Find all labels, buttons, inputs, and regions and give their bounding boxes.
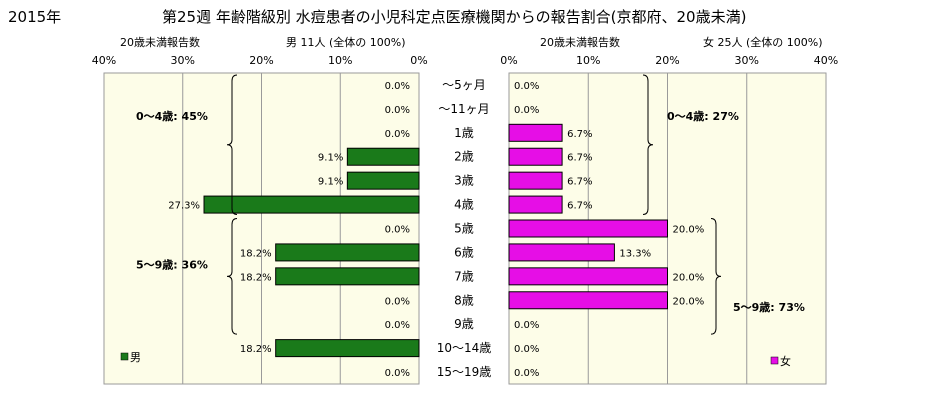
male-value-label: 9.1%	[318, 153, 343, 164]
category-label: 15〜19歳	[437, 365, 492, 379]
female-axis-caption: 20歳未満報告数	[540, 36, 620, 49]
female-value-label: 0.0%	[514, 368, 539, 379]
female-brace-5-9	[710, 218, 722, 335]
category-label: 〜5ヶ月	[442, 78, 486, 92]
male-bar	[346, 171, 420, 190]
male-brace-5-9	[226, 218, 238, 335]
female-bar	[508, 123, 563, 142]
male-annotation-5-9: 5〜9歳: 36%	[136, 257, 208, 271]
female-legend-swatch	[770, 356, 779, 365]
male-value-label: 9.1%	[318, 177, 343, 188]
male-value-label: 27.3%	[168, 201, 200, 212]
female-brace-0-4	[642, 74, 654, 216]
male-value-label: 0.0%	[385, 81, 410, 92]
male-brace-0-4	[226, 74, 238, 216]
male-axis-caption: 20歳未満報告数	[120, 36, 200, 49]
male-tick-label: 30%	[171, 54, 195, 67]
male-value-label: 0.0%	[385, 296, 410, 307]
female-tick-label: 40%	[814, 54, 838, 67]
female-value-label: 6.7%	[567, 129, 592, 140]
female-value-label: 6.7%	[567, 153, 592, 164]
male-tick-label: 20%	[249, 54, 273, 67]
male-bar	[346, 147, 420, 166]
male-value-label: 0.0%	[385, 105, 410, 116]
female-value-label: 13.3%	[619, 248, 651, 259]
female-annotation-0-4: 0〜4歳: 27%	[667, 109, 739, 123]
category-label: 9歳	[454, 317, 474, 331]
female-legend-label: 女	[780, 354, 791, 368]
male-total-label: 男 11人 (全体の 100%)	[286, 36, 406, 49]
female-annotation-5-9: 5〜9歳: 73%	[733, 300, 805, 314]
male-value-label: 18.2%	[240, 272, 272, 283]
category-label: 8歳	[454, 293, 474, 307]
category-label: 2歳	[454, 150, 474, 164]
male-bar	[275, 267, 420, 286]
female-value-label: 0.0%	[514, 344, 539, 355]
male-tick-label: 40%	[92, 54, 116, 67]
category-label: 3歳	[454, 174, 474, 188]
female-value-label: 6.7%	[567, 201, 592, 212]
female-value-label: 20.0%	[673, 225, 705, 236]
female-value-label: 6.7%	[567, 177, 592, 188]
female-tick-label: 20%	[655, 54, 679, 67]
female-tick-label: 10%	[576, 54, 600, 67]
category-label: 10〜14歳	[437, 341, 492, 355]
male-tick-label: 0%	[410, 54, 427, 67]
female-bar	[508, 195, 563, 214]
female-tick-label: 30%	[735, 54, 759, 67]
female-value-label: 20.0%	[673, 296, 705, 307]
category-label: 4歳	[454, 198, 474, 212]
male-value-label: 0.0%	[385, 129, 410, 140]
male-value-label: 18.2%	[240, 248, 272, 259]
male-annotation-0-4: 0〜4歳: 45%	[136, 109, 208, 123]
chart-title: 第25週 年齢階級別 水痘患者の小児科定点医療機関からの報告割合(京都府、20歳…	[162, 8, 747, 26]
female-bar	[508, 291, 668, 310]
female-value-label: 0.0%	[514, 105, 539, 116]
male-legend-label: 男	[130, 351, 141, 364]
male-bar	[275, 339, 420, 358]
category-label: 〜11ヶ月	[438, 102, 489, 116]
male-bar	[275, 243, 420, 262]
male-legend-swatch	[120, 352, 129, 361]
category-label: 7歳	[454, 269, 474, 283]
female-bar	[508, 147, 563, 166]
female-bar	[508, 267, 668, 286]
female-value-label: 0.0%	[514, 320, 539, 331]
male-tick-label: 10%	[328, 54, 352, 67]
male-bar	[203, 195, 420, 214]
category-label: 1歳	[454, 126, 474, 140]
female-value-label: 0.0%	[514, 81, 539, 92]
female-total-label: 女 25人 (全体の 100%)	[703, 36, 823, 49]
male-value-label: 0.0%	[385, 368, 410, 379]
male-value-label: 18.2%	[240, 344, 272, 355]
year-label: 2015年	[8, 8, 62, 26]
male-value-label: 0.0%	[385, 320, 410, 331]
female-tick-label: 0%	[500, 54, 517, 67]
female-bar	[508, 219, 668, 238]
category-label: 6歳	[454, 245, 474, 259]
female-bar	[508, 243, 615, 262]
male-value-label: 0.0%	[385, 225, 410, 236]
female-value-label: 20.0%	[673, 272, 705, 283]
category-label: 5歳	[454, 222, 474, 236]
female-bar	[508, 171, 563, 190]
